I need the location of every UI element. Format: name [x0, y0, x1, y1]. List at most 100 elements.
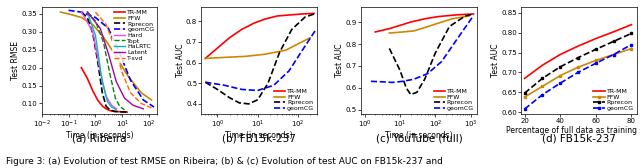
Line: FFW: FFW: [205, 38, 310, 58]
FFW: [610, 53, 618, 55]
geomCG: [202, 81, 209, 83]
TR-MM: [214, 47, 221, 49]
Latent: [140, 108, 147, 110]
FFW: [138, 92, 145, 94]
geomCG: [116, 52, 124, 54]
Line: TR-MM: TR-MM: [205, 13, 314, 58]
FFW: [261, 53, 269, 55]
TR-MM: [89, 90, 97, 92]
Latent: [97, 27, 104, 29]
geomCG: [238, 88, 246, 90]
Hard: [102, 95, 110, 97]
FFW: [385, 32, 393, 34]
FFW: [221, 56, 228, 58]
TR-MM: [371, 31, 379, 33]
TR-MM: [385, 28, 393, 30]
TR-MM: [261, 18, 269, 20]
geomCG: [470, 14, 477, 16]
TR-MM: [453, 14, 461, 16]
Rprecon: [461, 15, 469, 17]
Rprecon: [264, 82, 272, 84]
HaLRTC: [99, 81, 106, 83]
Line: FFW: FFW: [389, 16, 469, 33]
geomCG: [388, 81, 396, 83]
Line: TR-MM: TR-MM: [81, 68, 127, 112]
FFW: [242, 55, 250, 57]
FFW: [77, 16, 85, 18]
T-svd: [111, 45, 118, 47]
Line: Rprecon: Rprecon: [205, 13, 316, 104]
Rprecon: [301, 16, 309, 18]
TR-MM: [124, 111, 131, 113]
geomCG: [453, 39, 461, 41]
Rprecon: [413, 91, 420, 93]
Rprecon: [628, 32, 636, 34]
Rprecon: [385, 47, 393, 49]
geomCG: [574, 71, 582, 73]
Text: (c) YouTube (full): (c) YouTube (full): [376, 134, 463, 144]
Line: geomCG: geomCG: [205, 29, 316, 90]
Line: Rprecon: Rprecon: [389, 14, 474, 94]
TR-MM: [285, 14, 293, 16]
Legend: TR-MM, FFW, Rprecon, geomCG: TR-MM, FFW, Rprecon, geomCG: [591, 87, 636, 113]
Line: Rprecon: Rprecon: [523, 32, 633, 95]
Rprecon: [403, 87, 410, 89]
TR-MM: [238, 28, 246, 30]
geomCG: [399, 80, 406, 82]
HaLRTC: [92, 34, 99, 36]
TR-MM: [628, 24, 636, 26]
geomCG: [610, 53, 618, 55]
Rprecon: [312, 12, 320, 14]
Topt: [106, 74, 114, 76]
T-svd: [102, 24, 110, 26]
geomCG: [312, 28, 320, 30]
HaLRTC: [108, 106, 115, 108]
Line: T-svd: T-svd: [95, 12, 152, 108]
Rprecon: [396, 69, 404, 71]
FFW: [399, 31, 406, 33]
Latent: [113, 81, 120, 83]
Rprecon: [124, 111, 131, 113]
FFW: [574, 66, 582, 68]
TR-MM: [396, 24, 404, 26]
geomCG: [77, 11, 85, 13]
geomCG: [127, 79, 134, 81]
Line: Latent: Latent: [87, 12, 143, 109]
Rprecon: [288, 28, 296, 30]
FFW: [307, 37, 314, 39]
Rprecon: [111, 110, 118, 112]
Rprecon: [116, 111, 124, 113]
FFW: [435, 22, 442, 24]
geomCG: [592, 62, 600, 64]
Line: HaLRTC: HaLRTC: [87, 12, 116, 110]
Text: (a) Ribeira: (a) Ribeira: [72, 134, 127, 144]
Text: (d) FB15k-237: (d) FB15k-237: [542, 134, 616, 144]
TR-MM: [610, 31, 618, 33]
TR-MM: [538, 64, 546, 66]
Rprecon: [93, 59, 101, 61]
T-svd: [118, 72, 126, 74]
TR-MM: [421, 18, 429, 20]
TR-MM: [102, 108, 110, 110]
geomCG: [65, 9, 72, 11]
FFW: [148, 99, 156, 101]
Y-axis label: Test AUC: Test AUC: [491, 44, 500, 77]
Rprecon: [574, 57, 582, 59]
FFW: [538, 85, 546, 87]
FFW: [592, 59, 600, 61]
Line: Topt: Topt: [87, 12, 125, 110]
Topt: [83, 11, 91, 13]
Line: FFW: FFW: [523, 47, 633, 98]
Rprecon: [521, 92, 529, 94]
TR-MM: [77, 67, 85, 69]
Hard: [97, 70, 104, 72]
Rprecon: [470, 13, 477, 15]
TR-MM: [83, 77, 91, 79]
geomCG: [140, 99, 147, 101]
X-axis label: Percentage of full data as training set: Percentage of full data as training set: [506, 126, 640, 135]
Rprecon: [610, 40, 618, 42]
TR-MM: [111, 110, 118, 112]
TR-MM: [556, 53, 564, 55]
Line: geomCG: geomCG: [68, 10, 154, 107]
Topt: [111, 97, 119, 99]
